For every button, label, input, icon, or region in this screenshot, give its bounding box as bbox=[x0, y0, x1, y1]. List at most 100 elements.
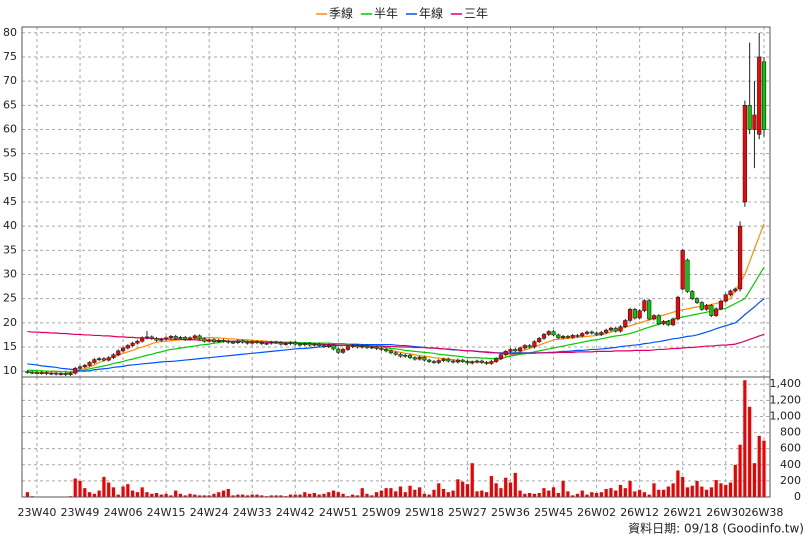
candle-body bbox=[288, 342, 293, 344]
volume-bar bbox=[422, 493, 426, 497]
volume-bar bbox=[241, 494, 245, 497]
candle-body bbox=[517, 347, 523, 352]
candle-body bbox=[627, 309, 633, 321]
volume-bar bbox=[748, 406, 752, 497]
volume-bar bbox=[303, 492, 307, 497]
volume-bar bbox=[700, 486, 704, 497]
candle-body bbox=[498, 354, 504, 359]
volume-bar bbox=[743, 380, 747, 497]
x-tick-label: 24W15 bbox=[147, 506, 186, 519]
candle-body bbox=[761, 61, 767, 130]
volume-bar bbox=[279, 495, 283, 497]
candle-body bbox=[699, 302, 704, 310]
candle-body bbox=[307, 343, 312, 346]
candle-body bbox=[202, 338, 207, 342]
x-tick-label: 26W12 bbox=[620, 506, 659, 519]
volume-bar bbox=[427, 494, 431, 497]
candle-body bbox=[178, 337, 183, 339]
candle-body bbox=[527, 345, 532, 348]
volume-bar bbox=[695, 480, 699, 497]
candle-body bbox=[580, 333, 585, 337]
volume-bar bbox=[724, 484, 728, 497]
volume-bar bbox=[465, 484, 470, 497]
volume-bar bbox=[709, 487, 713, 497]
candle-body bbox=[666, 321, 671, 326]
candle-body bbox=[685, 259, 690, 292]
volume-bar bbox=[245, 495, 250, 497]
volume-bar bbox=[513, 472, 517, 497]
volume-bar bbox=[111, 487, 116, 497]
volume-bar bbox=[78, 480, 82, 497]
volume-bar bbox=[571, 495, 575, 497]
volume-bar bbox=[250, 494, 254, 497]
candle-body bbox=[269, 341, 274, 344]
candle-body bbox=[111, 354, 116, 358]
candle-body bbox=[407, 354, 413, 358]
volume-bar bbox=[351, 494, 355, 497]
candle-body bbox=[608, 327, 614, 331]
y-tick-label: 15 bbox=[3, 340, 17, 353]
volume-bar bbox=[523, 493, 527, 497]
volume-bar bbox=[719, 483, 723, 497]
x-tick-label: 24W33 bbox=[233, 506, 272, 519]
footnote: 資料日期: 09/18 (Goodinfo.tw) bbox=[628, 522, 804, 536]
volume-bar bbox=[594, 492, 599, 497]
volume-bar bbox=[566, 491, 570, 497]
volume-bar bbox=[652, 483, 656, 497]
volume-bar bbox=[174, 490, 178, 497]
candle-body bbox=[355, 345, 360, 348]
volume-bar bbox=[714, 480, 718, 497]
y2-tick-label: 1,400 bbox=[770, 377, 802, 390]
candle-body bbox=[747, 105, 752, 130]
y-tick-label: 70 bbox=[3, 74, 17, 87]
volume-bar bbox=[728, 482, 733, 497]
volume-bar bbox=[83, 488, 87, 497]
volume-bar bbox=[480, 490, 484, 497]
candle-body bbox=[216, 339, 221, 343]
y-tick-label: 20 bbox=[3, 316, 17, 329]
volume-bar bbox=[475, 491, 479, 497]
volume-bar bbox=[446, 492, 450, 497]
volume-bar bbox=[657, 489, 661, 497]
candle-body bbox=[589, 331, 594, 334]
volume-bar bbox=[231, 495, 235, 497]
candle-body bbox=[116, 350, 121, 356]
volume-bar bbox=[614, 490, 618, 497]
candle-body bbox=[350, 345, 355, 347]
volume-bar bbox=[690, 485, 694, 497]
ma-line bbox=[27, 266, 765, 373]
candle-body bbox=[197, 335, 202, 340]
candle-body bbox=[364, 345, 370, 348]
volume-bar bbox=[97, 490, 101, 497]
volume-bar bbox=[733, 464, 737, 497]
volume-bar bbox=[532, 493, 537, 497]
candle-body bbox=[651, 315, 657, 320]
x-tick-label: 23W49 bbox=[61, 506, 100, 519]
y-tick-label: 40 bbox=[3, 219, 17, 232]
x-tick-label: 24W24 bbox=[190, 506, 229, 519]
candle-body bbox=[637, 310, 642, 319]
candle-body bbox=[632, 309, 637, 319]
volume-bar bbox=[537, 492, 541, 497]
candle-body bbox=[508, 349, 513, 352]
candle-body bbox=[49, 372, 54, 375]
candle-body bbox=[226, 340, 231, 343]
volume-bar bbox=[131, 490, 135, 497]
y-tick-label: 80 bbox=[3, 26, 17, 39]
candle-body bbox=[599, 332, 604, 335]
volume-bar bbox=[107, 482, 111, 497]
candle-body bbox=[714, 308, 719, 316]
volume-bar bbox=[169, 495, 173, 497]
candle-body bbox=[39, 372, 44, 374]
candle-body bbox=[326, 344, 331, 347]
x-tick-label: 25W27 bbox=[448, 506, 487, 519]
y-tick-label: 75 bbox=[3, 50, 17, 63]
candle-body bbox=[240, 340, 245, 343]
candle-body bbox=[737, 225, 743, 290]
candle-body bbox=[192, 335, 197, 339]
candle-body bbox=[159, 338, 164, 341]
x-tick-label: 26W02 bbox=[577, 506, 616, 519]
candle-body bbox=[77, 366, 83, 369]
candle-body bbox=[369, 346, 374, 349]
candle-body bbox=[388, 350, 394, 354]
